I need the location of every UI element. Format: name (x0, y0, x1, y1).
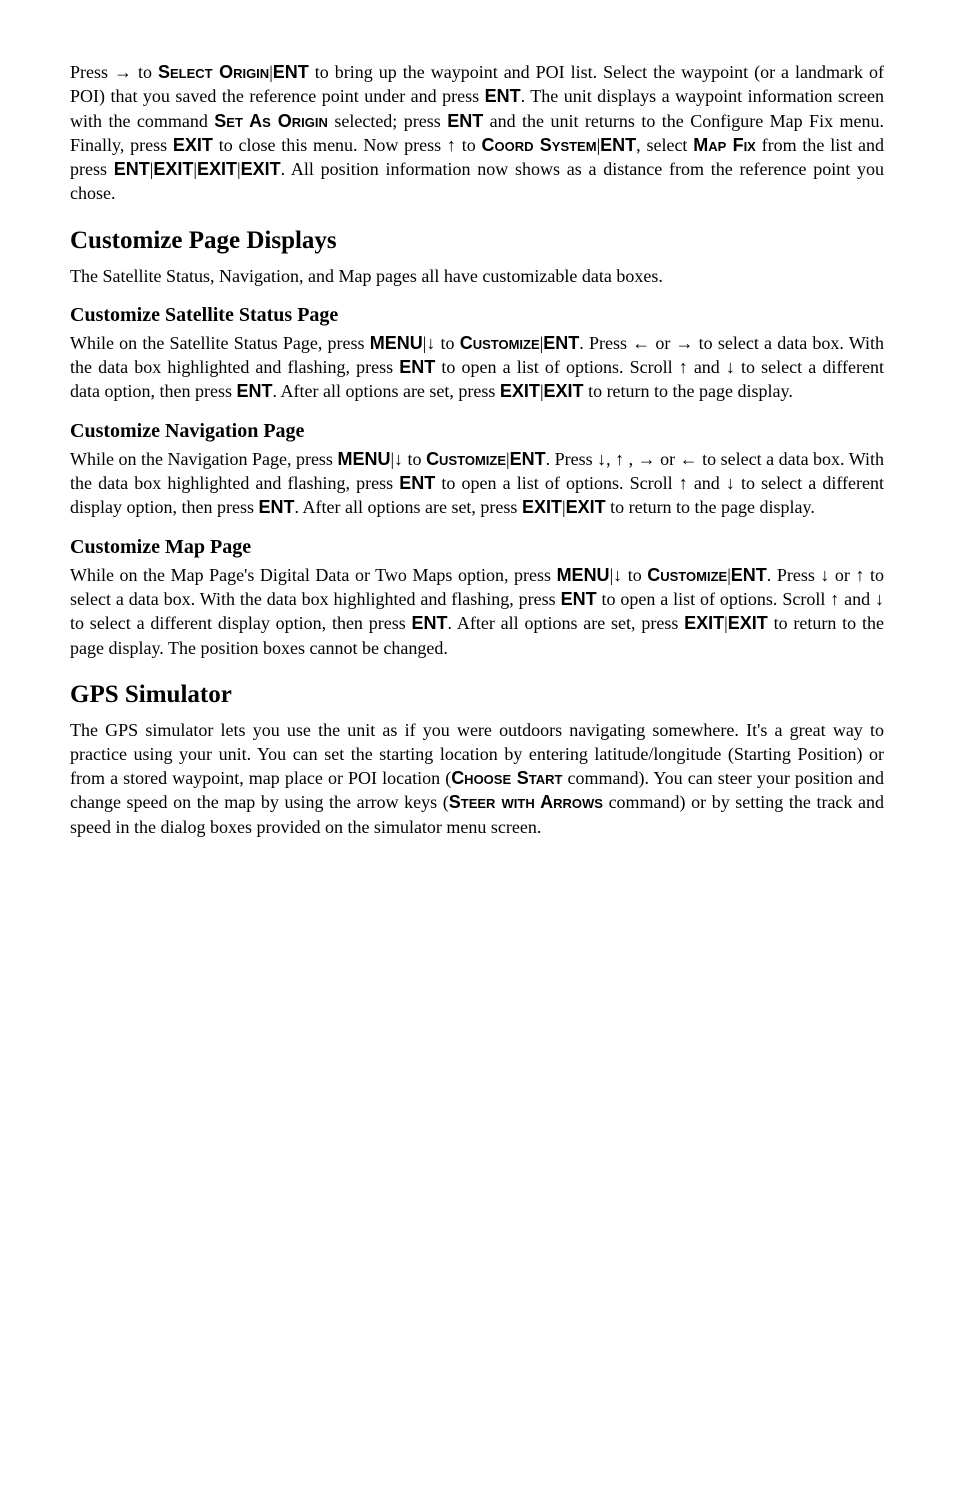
key-ent: ENT (273, 62, 309, 82)
text: While on the Satellite Status Page, pres… (70, 333, 370, 353)
heading-customize-navigation: Customize Navigation Page (70, 418, 884, 445)
key-ent: ENT (543, 333, 579, 353)
key-ent: ENT (600, 135, 636, 155)
key-ent: ENT (447, 111, 483, 131)
key-menu: MENU (370, 333, 423, 353)
text: to close this menu. Now press ↑ to (213, 135, 482, 155)
text: to return to the page display. (584, 381, 793, 401)
key-ent: ENT (399, 357, 435, 377)
paragraph-satellite: While on the Satellite Status Page, pres… (70, 331, 884, 404)
key-menu: MENU (557, 565, 610, 585)
text: |↓ to (610, 565, 648, 585)
key-exit: EXIT (500, 381, 540, 401)
heading-customize-page-displays: Customize Page Displays (70, 224, 884, 258)
key-ent: ENT (485, 86, 521, 106)
heading-customize-satellite: Customize Satellite Status Page (70, 302, 884, 329)
key-ent: ENT (510, 449, 546, 469)
cmd-customize: Customize (460, 333, 540, 353)
key-ent: ENT (399, 473, 435, 493)
key-ent: ENT (258, 497, 294, 517)
text: . After all options are set, press (272, 381, 499, 401)
cmd-customize: Customize (426, 449, 506, 469)
text: to return to the page display. (606, 497, 815, 517)
cmd-coord-system: Coord System (481, 135, 596, 155)
text: While on the Navigation Page, press (70, 449, 337, 469)
heading-customize-map: Customize Map Page (70, 534, 884, 561)
key-ent: ENT (731, 565, 767, 585)
cmd-set-as-origin: Set As Origin (214, 111, 328, 131)
paragraph-map-fix: Press → to Select Origin|ENT to bring up… (70, 60, 884, 206)
key-exit: EXIT (173, 135, 213, 155)
key-exit: EXIT (153, 159, 193, 179)
cmd-steer-with-arrows: Steer with Arrows (449, 792, 603, 812)
paragraph-navigation: While on the Navigation Page, press MENU… (70, 447, 884, 520)
text: . After all options are set, press (294, 497, 521, 517)
text: , select (636, 135, 693, 155)
text: selected; press (328, 111, 447, 131)
key-ent: ENT (561, 589, 597, 609)
key-exit: EXIT (544, 381, 584, 401)
text: |↓ to (390, 449, 426, 469)
paragraph-gps-simulator: The GPS simulator lets you use the unit … (70, 718, 884, 839)
cmd-choose-start: Choose Start (451, 768, 562, 788)
key-ent: ENT (412, 613, 448, 633)
cmd-map-fix: Map Fix (693, 135, 756, 155)
cmd-customize: Customize (647, 565, 727, 585)
paragraph-customize-intro: The Satellite Status, Navigation, and Ma… (70, 264, 884, 288)
key-exit: EXIT (522, 497, 562, 517)
key-exit: EXIT (241, 159, 281, 179)
heading-gps-simulator: GPS Simulator (70, 678, 884, 712)
text: While on the Map Page's Digital Data or … (70, 565, 557, 585)
key-exit: EXIT (566, 497, 606, 517)
cmd-select-origin: Select Origin (158, 62, 269, 82)
text: . After all options are set, press (448, 613, 685, 633)
key-ent: ENT (236, 381, 272, 401)
key-menu: MENU (337, 449, 390, 469)
key-exit: EXIT (197, 159, 237, 179)
text: Press → to (70, 62, 158, 82)
text: |↓ to (423, 333, 460, 353)
key-exit: EXIT (728, 613, 768, 633)
key-ent: ENT (114, 159, 150, 179)
key-exit: EXIT (684, 613, 724, 633)
paragraph-map: While on the Map Page's Digital Data or … (70, 563, 884, 660)
